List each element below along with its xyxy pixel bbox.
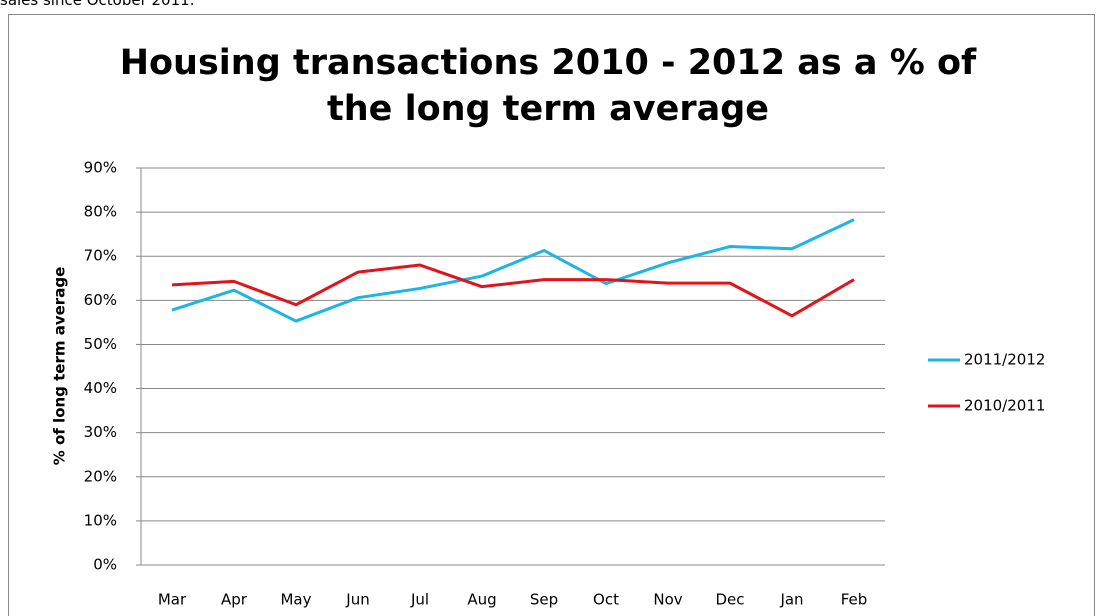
y-tick-label: 30% xyxy=(84,423,117,441)
y-tick-label: 20% xyxy=(84,467,117,485)
x-tick-label: Feb xyxy=(841,591,868,609)
x-tick-label: Jan xyxy=(779,591,803,609)
y-axis-label: % of long term average xyxy=(51,267,69,466)
y-tick-label: 50% xyxy=(84,335,117,353)
chart-border xyxy=(8,14,1095,616)
chart-title: Housing transactions 2010 - 2012 as a % … xyxy=(119,43,977,129)
x-tick-label: May xyxy=(280,591,311,609)
x-tick-label: Jun xyxy=(345,591,369,609)
x-tick-label: Jul xyxy=(410,591,429,609)
x-tick-label: Dec xyxy=(715,591,744,609)
y-tick-label: 10% xyxy=(84,511,117,529)
y-tick-label: 80% xyxy=(84,203,117,221)
x-tick-label: Apr xyxy=(221,591,248,609)
page-text: sales since October 2011. xyxy=(0,0,195,9)
y-tick-label: 60% xyxy=(84,291,117,309)
y-tick-label: 40% xyxy=(84,379,117,397)
x-tick-label: Mar xyxy=(158,591,187,609)
series-line xyxy=(171,263,855,318)
x-tick-label: Oct xyxy=(593,591,619,609)
x-tick-label: Nov xyxy=(653,591,682,609)
y-tick-label: 70% xyxy=(84,247,117,265)
legend-label: 2011/2012 xyxy=(964,351,1045,369)
x-tick-label: Aug xyxy=(467,591,496,609)
series-line xyxy=(171,218,855,323)
legend-label: 2010/2011 xyxy=(964,397,1045,415)
x-tick-label: Sep xyxy=(530,591,558,609)
y-tick-label: 0% xyxy=(93,556,117,574)
y-tick-label: 90% xyxy=(84,159,117,177)
